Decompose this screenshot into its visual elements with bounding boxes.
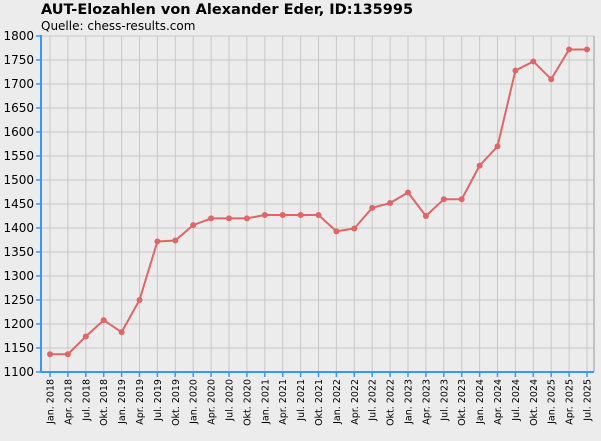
data-point — [422, 213, 429, 219]
y-tick-label: 1750 — [3, 53, 34, 67]
x-tick-label: Jan. 2019 — [117, 379, 128, 425]
x-tick-label: Jul. 2022 — [368, 379, 379, 422]
x-tick-label: Okt. 2021 — [314, 379, 325, 426]
y-tick-label: 1300 — [3, 269, 34, 283]
x-tick-label: Okt. 2019 — [171, 379, 182, 426]
x-tick-label: Jul. 2025 — [583, 379, 594, 422]
x-tick-label: Apr. 2022 — [350, 379, 361, 425]
y-tick-label: 1700 — [3, 77, 34, 91]
data-point — [297, 212, 304, 219]
x-tick-label: Jul. 2020 — [225, 379, 236, 422]
x-tick-label: Jul. 2019 — [153, 379, 164, 422]
x-tick-label: Apr. 2018 — [63, 379, 74, 425]
data-point — [530, 58, 537, 65]
x-tick-label: Jul. 2024 — [511, 379, 522, 422]
data-point — [387, 200, 394, 207]
x-tick-label: Jan. 2024 — [475, 379, 486, 425]
data-point — [154, 238, 161, 245]
y-tick-label: 1200 — [3, 317, 34, 331]
x-tick-label: Okt. 2020 — [242, 379, 253, 426]
data-point — [369, 204, 376, 211]
data-point — [100, 317, 107, 324]
x-tick-label: Jul. 2021 — [296, 379, 307, 422]
x-tick-label: Jan. 2018 — [46, 379, 57, 425]
x-tick-label: Jan. 2025 — [547, 379, 558, 425]
data-point — [351, 225, 358, 232]
data-point — [476, 162, 483, 169]
data-point — [566, 46, 573, 53]
y-tick-label: 1350 — [3, 245, 34, 259]
data-point — [584, 46, 590, 53]
x-tick-label: Jan. 2022 — [332, 379, 343, 425]
y-tick-label: 1500 — [3, 173, 34, 187]
y-tick-label: 1450 — [3, 197, 34, 211]
data-point — [279, 212, 286, 219]
y-tick-label: 1650 — [3, 101, 34, 115]
x-tick-label: Okt. 2018 — [99, 379, 110, 426]
x-tick-label: Okt. 2022 — [386, 379, 397, 426]
x-tick-label: Jan. 2021 — [260, 379, 271, 425]
y-tick-label: 1600 — [3, 125, 34, 139]
data-point — [136, 297, 143, 303]
x-tick-label: Jan. 2023 — [404, 379, 415, 425]
x-tick-label: Jan. 2020 — [189, 379, 200, 425]
data-point — [190, 222, 197, 229]
chart-title: AUT-Elozahlen von Alexander Eder, ID:135… — [41, 2, 414, 18]
data-point — [405, 189, 411, 196]
data-point — [494, 143, 501, 150]
y-tick-label: 1400 — [3, 221, 34, 235]
data-point — [548, 76, 555, 83]
data-point — [47, 351, 53, 358]
data-point — [440, 196, 447, 203]
data-point — [118, 329, 125, 336]
y-tick-label: 1150 — [3, 341, 34, 355]
x-tick-label: Apr. 2021 — [278, 379, 289, 425]
x-tick-label: Jul. 2023 — [439, 379, 450, 422]
data-point — [333, 228, 340, 235]
data-point — [261, 212, 268, 219]
y-tick-label: 1550 — [3, 149, 34, 163]
data-point — [208, 215, 215, 222]
chart-subtitle: Quelle: chess-results.com — [41, 19, 196, 33]
data-point — [458, 196, 465, 203]
data-point — [512, 67, 519, 74]
data-point — [243, 215, 250, 222]
y-tick-label: 1800 — [3, 29, 34, 43]
x-tick-label: Okt. 2024 — [529, 379, 540, 426]
x-tick-label: Jul. 2018 — [81, 379, 92, 422]
x-tick-label: Apr. 2023 — [421, 379, 432, 425]
x-tick-label: Apr. 2024 — [493, 379, 504, 425]
y-tick-label: 1100 — [3, 365, 34, 379]
data-point — [226, 215, 232, 222]
y-tick-label: 1250 — [3, 293, 34, 307]
data-point — [172, 237, 179, 244]
data-point — [315, 212, 322, 219]
x-tick-label: Apr. 2019 — [135, 379, 146, 425]
x-tick-label: Apr. 2020 — [207, 379, 218, 425]
data-point — [82, 333, 89, 340]
x-tick-label: Apr. 2025 — [565, 379, 576, 425]
data-point — [64, 351, 71, 358]
x-tick-label: Okt. 2023 — [457, 379, 468, 426]
